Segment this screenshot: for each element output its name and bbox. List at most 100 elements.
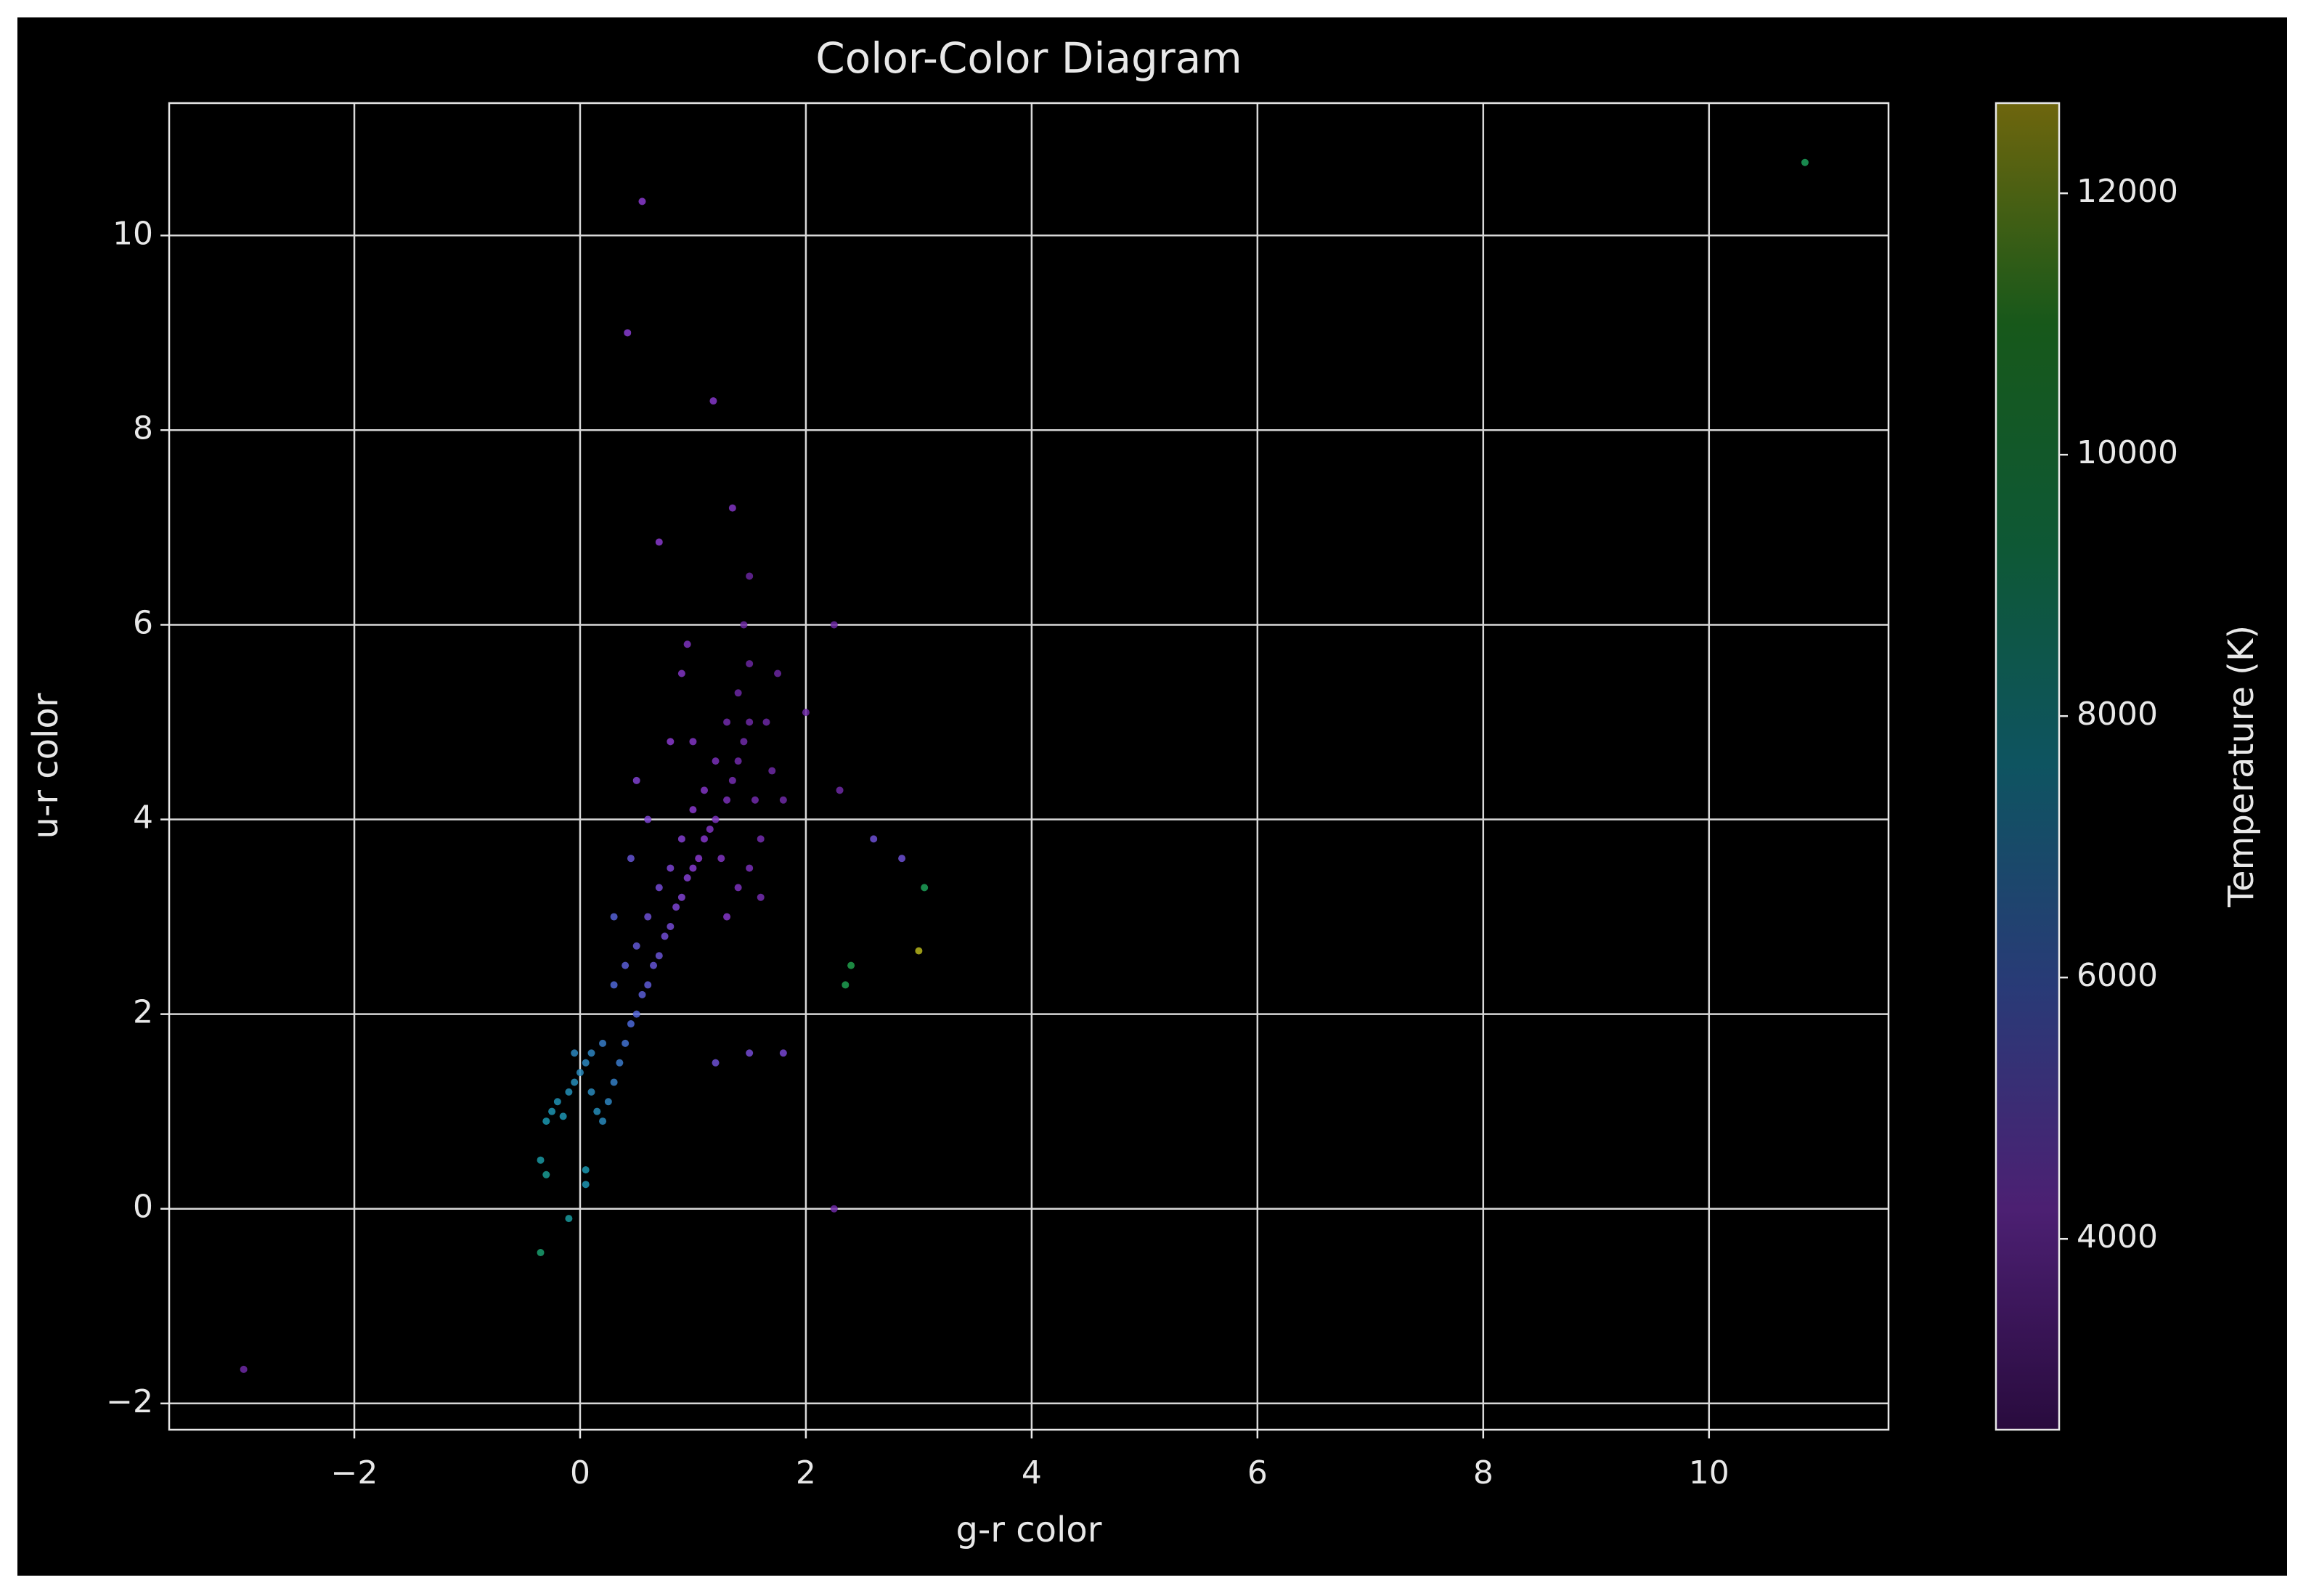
point: [762, 718, 770, 726]
point: [610, 981, 618, 989]
point: [746, 572, 754, 580]
x-tick-label: 0: [570, 1454, 590, 1491]
point: [740, 621, 748, 629]
point: [604, 1098, 612, 1106]
point: [915, 947, 923, 955]
x-axis-label: g-r color: [956, 1510, 1102, 1550]
point: [712, 757, 720, 765]
point: [582, 1166, 590, 1174]
point: [655, 884, 663, 892]
point: [632, 942, 640, 950]
x-tick-label: 10: [1689, 1454, 1730, 1491]
y-tick-label: 6: [133, 604, 153, 641]
point: [802, 709, 810, 717]
x-tick-label: 6: [1247, 1454, 1268, 1491]
point: [644, 981, 652, 989]
point: [632, 776, 640, 784]
point: [548, 1107, 556, 1115]
point: [734, 689, 742, 697]
y-tick-label: 4: [133, 799, 153, 836]
colorbar-tick-label: 12000: [2077, 173, 2178, 210]
point: [723, 718, 731, 726]
y-tick-label: 8: [133, 410, 153, 447]
point: [655, 952, 663, 960]
point: [587, 1088, 595, 1096]
point: [677, 835, 685, 843]
colorbar-tick-label: 6000: [2077, 957, 2158, 994]
point: [616, 1059, 624, 1067]
point: [709, 397, 717, 405]
point: [712, 815, 720, 823]
colorbar-frame: [1995, 102, 2061, 1431]
point: [571, 1049, 579, 1057]
point: [728, 504, 736, 512]
x-tick-label: 2: [796, 1454, 816, 1491]
colorbar-label: Temperature (K): [2221, 625, 2262, 908]
chart-title: Color-Color Diagram: [815, 33, 1242, 83]
point: [695, 855, 703, 863]
point: [768, 767, 776, 775]
point: [537, 1156, 545, 1164]
point: [677, 669, 685, 677]
point: [627, 855, 635, 863]
point: [624, 329, 632, 337]
y-tick-label: −2: [106, 1383, 153, 1420]
point: [240, 1365, 248, 1373]
point: [565, 1088, 573, 1096]
point: [723, 913, 731, 921]
point: [553, 1098, 561, 1106]
point: [599, 1117, 607, 1125]
point: [830, 621, 838, 629]
point: [836, 786, 844, 794]
point: [774, 669, 782, 677]
point: [582, 1059, 590, 1067]
colorbar: [1996, 103, 2059, 1430]
background: [17, 17, 2287, 1576]
point: [712, 1059, 720, 1067]
point: [1801, 158, 1809, 166]
point: [921, 884, 929, 892]
point: [655, 538, 663, 546]
point: [610, 913, 618, 921]
point: [746, 718, 754, 726]
point: [700, 786, 708, 794]
y-axis-label: u-r color: [25, 693, 66, 839]
x-tick-label: −2: [331, 1454, 378, 1491]
point: [847, 961, 855, 969]
point: [700, 835, 708, 843]
point: [672, 903, 680, 911]
point: [779, 1049, 787, 1057]
point: [627, 1020, 635, 1028]
point: [644, 815, 652, 823]
point: [734, 884, 742, 892]
point: [542, 1170, 550, 1178]
point: [667, 738, 675, 746]
point: [638, 198, 646, 205]
point: [599, 1039, 607, 1047]
point: [559, 1112, 567, 1120]
point: [661, 932, 669, 940]
colorbar-tick-label: 8000: [2077, 696, 2158, 733]
x-tick-label: 4: [1022, 1454, 1042, 1491]
x-tick-label: 8: [1473, 1454, 1494, 1491]
plot-frame: [168, 102, 1890, 1431]
colorbar-tick-label: 10000: [2077, 434, 2178, 471]
point: [667, 864, 675, 872]
y-tick-label: 10: [113, 215, 153, 252]
point: [723, 796, 731, 804]
point: [740, 738, 748, 746]
point: [757, 835, 765, 843]
colorbar-tick-label: 4000: [2077, 1218, 2158, 1255]
point: [638, 990, 646, 998]
point: [746, 660, 754, 668]
point: [683, 640, 691, 648]
point: [830, 1205, 838, 1213]
point: [734, 757, 742, 765]
point: [757, 893, 765, 901]
point: [689, 738, 697, 746]
point: [576, 1069, 584, 1077]
point: [677, 893, 685, 901]
point: [644, 913, 652, 921]
point: [689, 806, 697, 814]
